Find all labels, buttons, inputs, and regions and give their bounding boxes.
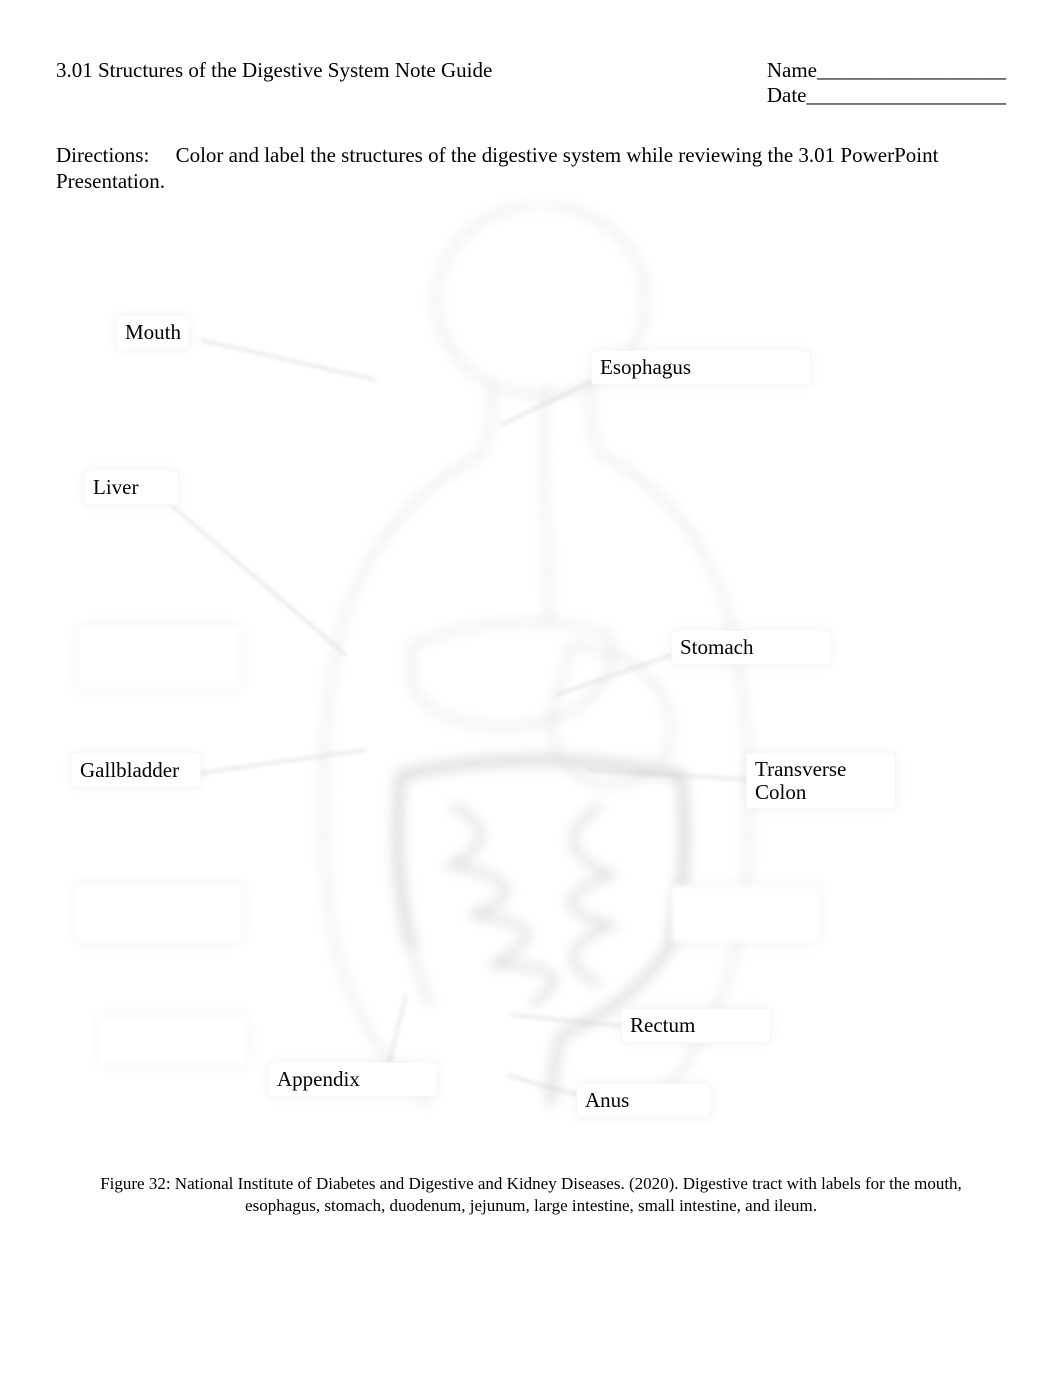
label-liver: Liver [84,470,179,505]
figure-caption: Figure 32: National Institute of Diabete… [56,1173,1006,1219]
transverse-line1: Transverse [755,757,846,781]
directions-prefix: Directions: [56,143,149,167]
label-empty-right-2 [671,885,821,943]
label-empty-left-2 [74,883,244,943]
transverse-line2: Colon [755,780,806,804]
label-mouth: Mouth [116,315,190,350]
label-anus: Anus [576,1083,711,1118]
name-line[interactable]: Name__________________ [767,58,1006,83]
label-transverse-colon: Transverse Colon [746,753,896,809]
label-gallbladder: Gallbladder [71,753,201,788]
label-appendix: Appendix [268,1062,438,1097]
caption-line1: Figure 32: National Institute of Diabete… [100,1174,962,1193]
label-stomach: Stomach [671,630,831,665]
date-line[interactable]: Date___________________ [767,83,1006,108]
page-title: 3.01 Structures of the Digestive System … [56,58,492,83]
name-date-block: Name__________________ Date_____________… [767,58,1006,108]
directions: Directions: Color and label the structur… [56,142,1006,195]
caption-line2: esophagus, stomach, duodenum, jejunum, l… [245,1196,817,1215]
label-empty-left-1 [76,625,241,691]
label-rectum: Rectum [621,1008,771,1043]
diagram: Mouth Esophagus Liver Stomach Gallbladde… [56,205,1006,1165]
directions-text: Color and label the structures of the di… [56,143,938,193]
label-empty-left-3 [98,1015,248,1065]
label-esophagus: Esophagus [591,350,811,385]
